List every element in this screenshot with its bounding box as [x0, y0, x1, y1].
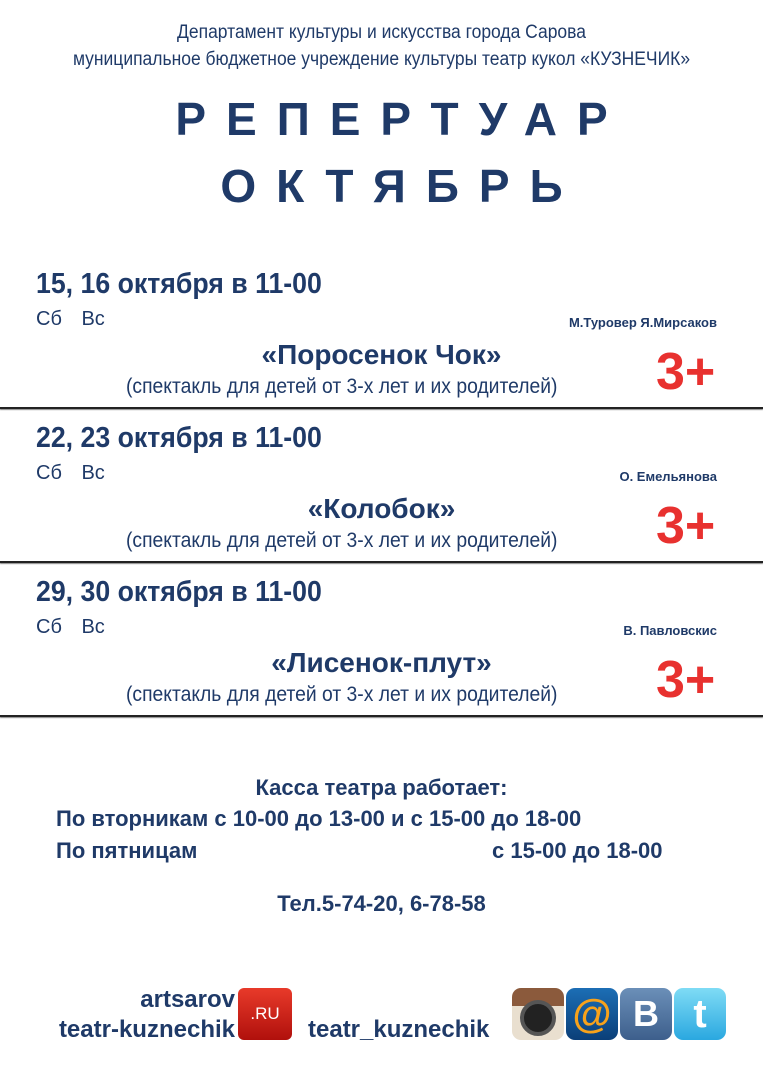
divider: [0, 561, 763, 563]
show-subtitle: (спектакль для детей от 3-х лет и их род…: [126, 375, 558, 398]
box-office-heading: Касса театра работает:: [255, 775, 508, 800]
box-office-friday: По пятницам: [56, 838, 198, 863]
age-rating-badge: 3+: [656, 497, 716, 555]
age-rating-badge: 3+: [656, 651, 716, 709]
divider: [0, 715, 763, 717]
mail-ru-icon[interactable]: @: [566, 988, 618, 1040]
instagram-icon[interactable]: [512, 988, 564, 1040]
divider: [0, 407, 763, 409]
site-artsarov[interactable]: artsarov: [140, 986, 235, 1013]
age-rating-badge: 3+: [656, 343, 716, 401]
show-days: Сб Вс: [36, 462, 105, 484]
show-title: «Поросенок Чок»: [261, 339, 502, 370]
show-days: Сб Вс: [36, 308, 105, 330]
show-author: О. Емельянова: [619, 469, 717, 484]
site-teatr-kuznechik[interactable]: teatr-kuznechik: [58, 1016, 235, 1043]
month-title: ОКТЯБРЬ: [220, 160, 583, 212]
show-days: Сб Вс: [36, 616, 105, 638]
show-author: М.Туровер Я.Мирсаков: [568, 315, 717, 330]
box-office-tuesday: По вторникам с 10-00 до 13-00 и с 15-00 …: [56, 806, 582, 831]
show-title: «Колобок»: [307, 493, 456, 524]
ru-badge-icon: .RU: [238, 988, 292, 1040]
show-date: 15, 16 октября в 11-00: [36, 268, 322, 300]
show-title: «Лисенок-плут»: [271, 647, 492, 678]
header-line2-text: муниципальное бюджетное учреждение культ…: [72, 49, 691, 70]
box-office-friday-hours: с 15-00 до 18-00: [492, 838, 663, 863]
header-line1-text: Департамент культуры и искусства города …: [177, 22, 586, 43]
header-line1: Департамент культуры и искусства города …: [0, 22, 763, 44]
page-title: РЕПЕРТУАР: [175, 93, 628, 145]
show-subtitle: (спектакль для детей от 3-х лет и их род…: [126, 683, 558, 706]
show-author: В. Павловскис: [623, 623, 717, 638]
show-subtitle: (спектакль для детей от 3-х лет и их род…: [126, 529, 558, 552]
twitter-icon[interactable]: t: [674, 988, 726, 1040]
header-line2: муниципальное бюджетное учреждение культ…: [0, 49, 763, 71]
show-date: 29, 30 октября в 11-00: [36, 576, 322, 608]
social-handle[interactable]: teatr_kuznechik: [308, 1016, 490, 1043]
vk-icon[interactable]: B: [620, 988, 672, 1040]
show-date: 22, 23 октября в 11-00: [36, 422, 322, 454]
phone: Тел.5-74-20, 6-78-58: [277, 891, 486, 916]
instagram-lens: [520, 1000, 556, 1036]
